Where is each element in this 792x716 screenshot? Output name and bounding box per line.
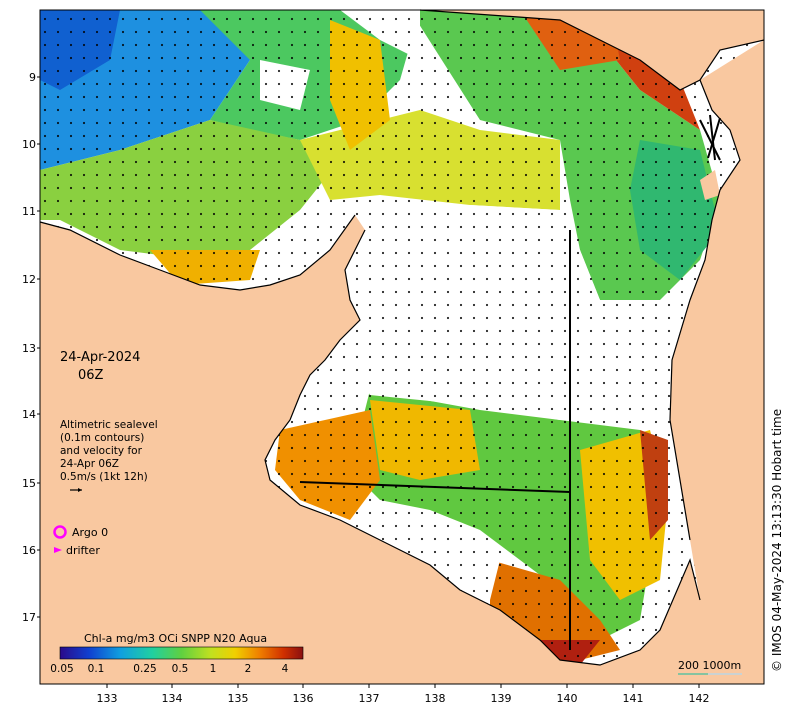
lat-tick-10: 10 <box>22 138 36 151</box>
lon-tick-135: 135 <box>228 692 249 705</box>
depth-contour-label: 200 1000m <box>678 659 741 672</box>
lon-tick-142: 142 <box>689 692 710 705</box>
lon-tick-134: 134 <box>162 692 183 705</box>
lat-tick-13: 13 <box>22 342 36 355</box>
date-line-1: 24-Apr-2024 <box>60 350 140 365</box>
current-vectors <box>299 114 721 650</box>
colorbar-ticks: 0.05 0.1 0.25 0.5 1 2 4 <box>50 663 288 675</box>
lat-tick-14: 14 <box>22 408 36 421</box>
argo-label: Argo 0 <box>72 526 108 539</box>
lat-tick-11: 11 <box>22 205 36 218</box>
colorbar-title: Chl-a mg/m3 OCi SNPP N20 Aqua <box>84 632 267 645</box>
legend-line-4: 24-Apr 06Z <box>60 458 119 470</box>
colorbar-tick: 2 <box>245 663 252 675</box>
latitude-axis: 9 10 11 12 13 14 15 16 17 <box>22 71 36 624</box>
coastline <box>39 9 765 666</box>
chlorophyll-colorbar <box>59 646 304 660</box>
lat-tick-17: 17 <box>22 611 36 624</box>
colorbar-tick: 0.1 <box>88 663 105 675</box>
drifter-label: drifter <box>66 544 100 557</box>
lat-tick-9: 9 <box>29 71 36 84</box>
imos-credit: © IMOS 04-May-2024 13:13:30 Hobart time <box>770 409 784 672</box>
altimetry-legend: Altimetric sealevel (0.1m contours) and … <box>60 419 158 483</box>
lat-tick-16: 16 <box>22 544 36 557</box>
longitude-tick-marks <box>106 684 700 688</box>
lon-tick-137: 137 <box>359 692 380 705</box>
colorbar-tick: 1 <box>210 663 217 675</box>
colorbar-tick: 4 <box>282 663 289 675</box>
legend-line-2: (0.1m contours) <box>60 432 144 444</box>
velocity-scale-arrow-icon <box>70 488 82 492</box>
map-frame <box>39 9 765 685</box>
lon-tick-139: 139 <box>491 692 512 705</box>
legend-line-1: Altimetric sealevel <box>60 419 158 431</box>
lon-tick-141: 141 <box>623 692 644 705</box>
latitude-tick-marks <box>37 76 40 618</box>
colorbar-tick: 0.5 <box>172 663 189 675</box>
legend-line-5: 0.5m/s (1kt 12h) <box>60 471 148 483</box>
lat-tick-12: 12 <box>22 273 36 286</box>
colorbar-tick: 0.25 <box>133 663 156 675</box>
longitude-axis: 133 134 135 136 137 138 139 140 141 142 <box>97 692 710 705</box>
date-line-2: 06Z <box>78 368 104 383</box>
lon-tick-136: 136 <box>293 692 314 705</box>
lat-tick-15: 15 <box>22 477 36 490</box>
land <box>40 10 764 684</box>
drifter-icon <box>54 547 62 553</box>
argo-float-icon <box>53 525 67 539</box>
lon-tick-133: 133 <box>97 692 118 705</box>
legend-line-3: and velocity for <box>60 445 143 457</box>
lon-tick-138: 138 <box>425 692 446 705</box>
lon-tick-140: 140 <box>557 692 578 705</box>
colorbar-tick: 0.05 <box>50 663 73 675</box>
